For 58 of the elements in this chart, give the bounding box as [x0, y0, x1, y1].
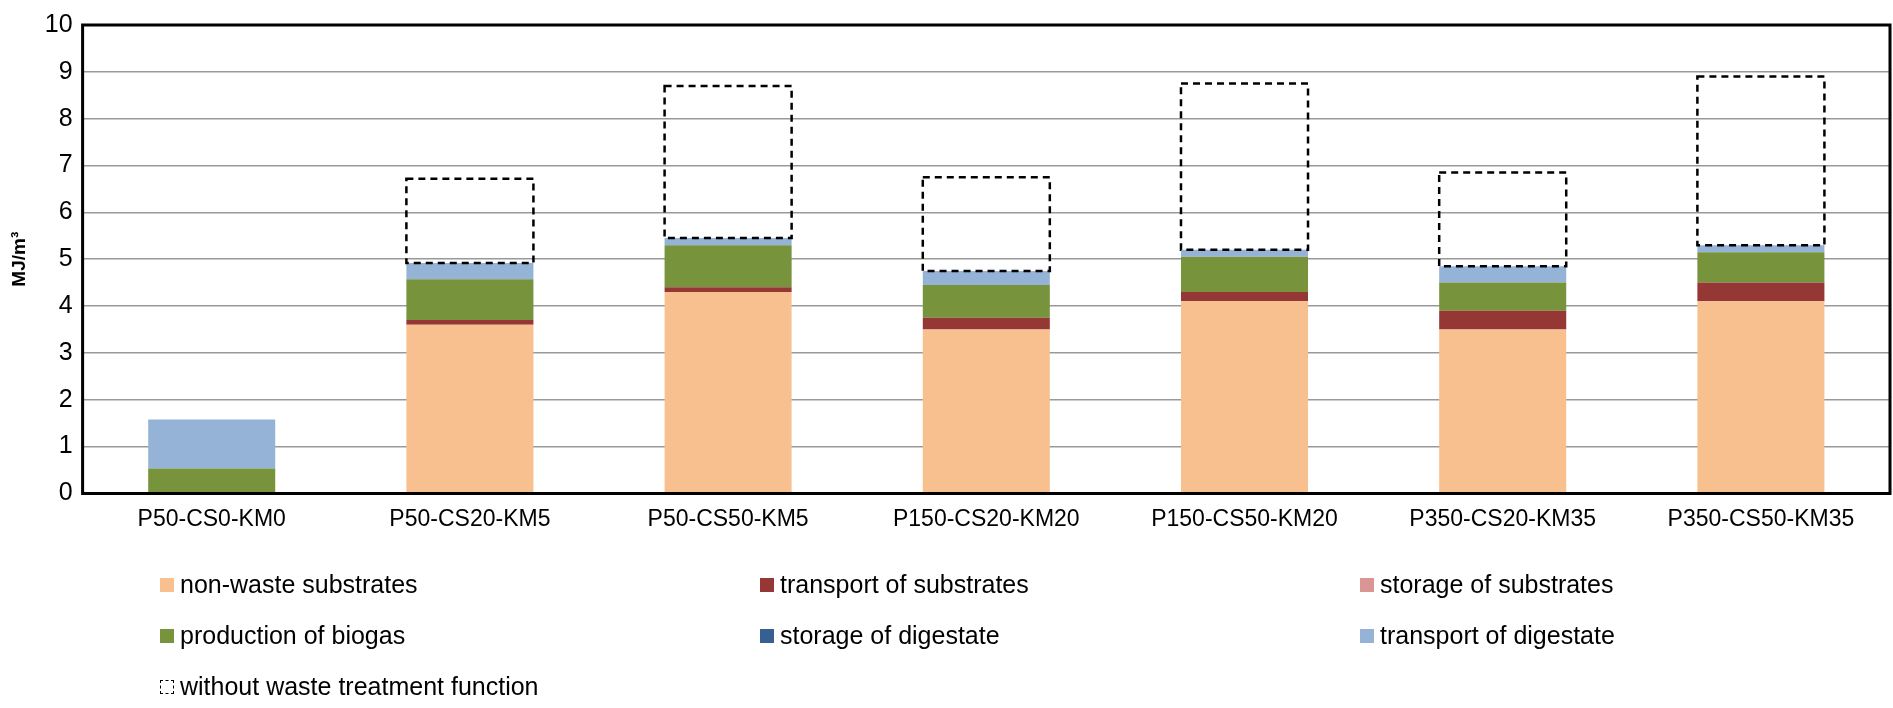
bar — [1180, 301, 1309, 493]
bar — [1697, 252, 1825, 283]
y-axis-title: MJ/m³ — [7, 231, 29, 287]
bar — [406, 324, 534, 493]
y-tick-label: 5 — [58, 243, 73, 272]
x-tick-label: P150-CS20-KM20 — [892, 504, 1080, 531]
bar — [664, 245, 792, 288]
bar — [406, 320, 534, 325]
y-tick-label: 0 — [58, 477, 73, 506]
legend-label: transport of substrates — [780, 570, 1029, 599]
bar — [1179, 82, 1310, 252]
bar — [922, 270, 1050, 285]
bar — [922, 329, 1050, 493]
legend-label: without waste treatment function — [180, 672, 539, 701]
bar — [148, 468, 276, 492]
bar — [664, 287, 792, 292]
legend-label: non-waste substrates — [180, 570, 418, 599]
legend-label: transport of digestate — [1380, 621, 1615, 650]
bar — [1180, 256, 1309, 292]
legend-label: storage of digestate — [780, 621, 1000, 650]
legend-label: storage of substrates — [1380, 570, 1614, 599]
bar — [1439, 282, 1567, 311]
bar — [1439, 266, 1567, 283]
bar — [922, 317, 1050, 330]
x-tick-label: P50-CS20-KM5 — [389, 504, 551, 531]
bar — [1439, 310, 1567, 330]
bar — [921, 175, 1052, 273]
legend-label: production of biogas — [180, 621, 406, 650]
bar — [1696, 75, 1826, 247]
y-tick-label: 2 — [58, 383, 73, 412]
bar — [148, 419, 276, 469]
x-tick-label: P350-CS20-KM35 — [1409, 504, 1597, 531]
y-tick-label: 8 — [58, 102, 73, 131]
bar — [664, 291, 792, 493]
bar — [1697, 282, 1825, 302]
bar — [1439, 329, 1567, 493]
bar — [1437, 171, 1568, 268]
x-tick-label: P350-CS50-KM35 — [1667, 504, 1855, 531]
bar — [1180, 291, 1309, 302]
y-tick-label: 10 — [44, 8, 73, 37]
bar — [664, 238, 792, 246]
x-tick-label: P50-CS50-KM5 — [647, 504, 809, 531]
bar — [406, 279, 534, 321]
y-tick-label: 1 — [58, 430, 73, 459]
x-tick-label: P150-CS50-KM20 — [1151, 504, 1338, 531]
bar — [663, 84, 793, 240]
y-tick-label: 9 — [58, 55, 73, 84]
bar — [1180, 249, 1309, 257]
bar — [405, 177, 535, 265]
bar — [922, 284, 1050, 318]
bar — [1697, 301, 1825, 493]
bar — [406, 262, 534, 280]
y-tick-label: 7 — [58, 149, 73, 178]
x-tick-label: P50-CS0-KM0 — [137, 504, 286, 531]
y-tick-label: 3 — [58, 336, 73, 365]
y-tick-label: 6 — [58, 196, 73, 225]
bar — [1697, 245, 1825, 253]
y-tick-label: 4 — [58, 289, 73, 318]
